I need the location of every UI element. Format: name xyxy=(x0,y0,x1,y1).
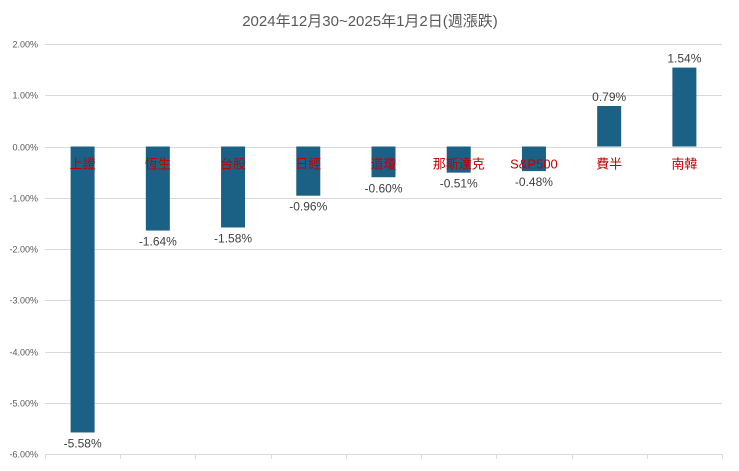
y-tick-label: -6.00% xyxy=(9,450,38,460)
category-label: 上證 xyxy=(70,157,96,172)
category-label: 道瓊 xyxy=(370,157,396,172)
y-tick-label: -2.00% xyxy=(9,245,38,255)
category-label: 日經 xyxy=(295,157,321,172)
category-label: 那斯達克 xyxy=(433,157,485,172)
data-label: -5.58% xyxy=(64,436,102,450)
category-label: 恆生 xyxy=(145,157,171,172)
data-label: 1.54% xyxy=(667,52,701,66)
bar xyxy=(145,146,170,231)
bar xyxy=(672,67,697,147)
data-label: -1.64% xyxy=(139,235,177,249)
bar xyxy=(296,146,321,196)
bar xyxy=(371,146,396,178)
bar xyxy=(597,106,622,147)
bar xyxy=(521,146,546,172)
data-label: 0.79% xyxy=(592,90,626,104)
category-label: 費半 xyxy=(596,157,622,172)
data-label: -1.58% xyxy=(214,231,252,245)
data-label: -0.51% xyxy=(440,177,478,191)
category-labels: 上證 恆生 台股 日經 道瓊 那斯達克 S&P500 費半 南韓 xyxy=(70,157,698,172)
y-tick-label: -4.00% xyxy=(9,348,38,358)
chart-title: 2024年12月30~2025年1月2日(週漲跌) xyxy=(242,13,498,30)
y-tick-label: -5.00% xyxy=(9,399,38,409)
data-label: -0.48% xyxy=(515,175,553,189)
data-label: -0.96% xyxy=(289,200,327,214)
y-tick-label: 2.00% xyxy=(12,40,38,50)
category-label: S&P500 xyxy=(510,157,558,172)
y-tick-label: -3.00% xyxy=(9,296,38,306)
data-labels: -5.58% -1.64% -1.58% -0.96% -0.60% -0.51% -0.4… xyxy=(64,52,702,451)
bar xyxy=(446,146,471,173)
y-tick-label: 0.00% xyxy=(12,143,38,153)
y-axis-ticks: 2.00% 1.00% 0.00% -1.00% -2.00% -3.00% -4.00% -… xyxy=(9,40,38,460)
bar xyxy=(221,146,246,228)
bar xyxy=(70,146,95,433)
category-label: 台股 xyxy=(220,157,246,172)
bars xyxy=(70,67,697,433)
y-tick-label: -1.00% xyxy=(9,194,38,204)
y-tick-label: 1.00% xyxy=(12,91,38,101)
category-label: 南韓 xyxy=(671,157,697,172)
data-label: -0.60% xyxy=(364,181,402,195)
